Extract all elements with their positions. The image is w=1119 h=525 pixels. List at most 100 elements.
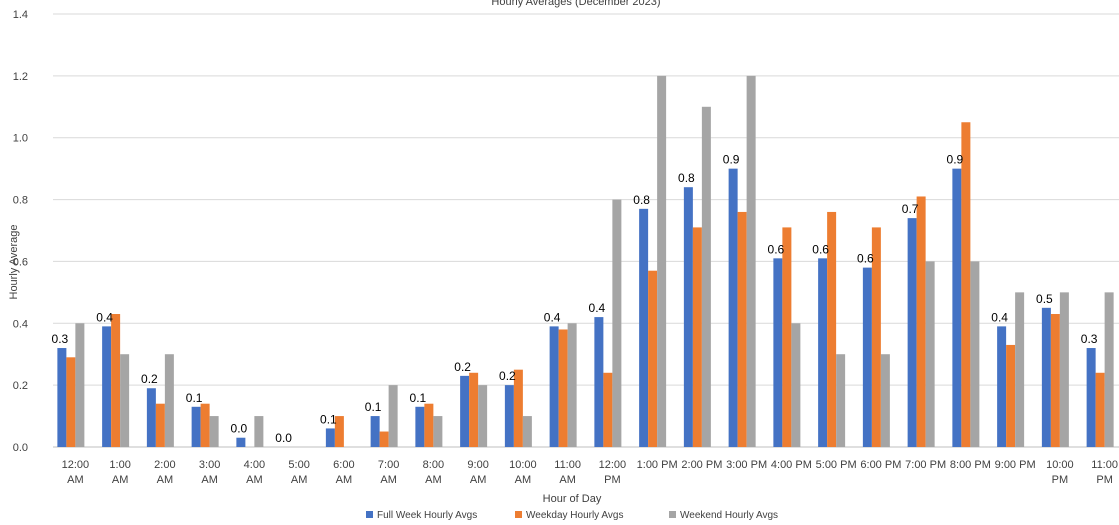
bar — [75, 323, 85, 447]
x-tick-label: 9:00 AM — [467, 459, 488, 486]
bar — [236, 437, 246, 447]
bar — [925, 261, 935, 447]
data-label: 0.5 — [1036, 292, 1053, 306]
bar — [209, 416, 219, 447]
x-tick-label: 8:00 AM — [423, 459, 444, 486]
data-label: 0.8 — [678, 171, 695, 185]
bar — [1006, 344, 1016, 447]
x-tick-label: 7:00 PM — [905, 459, 946, 471]
x-tick-labels: 12:00 AM 1:00 AM 2:00 AM 3:00 AM 4:00 AM 5:00 AM 6:0… — [62, 459, 1118, 486]
bar — [728, 168, 738, 447]
legend-label: Weekend Hourly Avgs — [680, 510, 778, 521]
x-tick-label: 3:00 AM — [199, 459, 220, 486]
bar — [57, 348, 67, 447]
bar — [692, 227, 702, 447]
x-tick-label: 5:00 PM — [816, 459, 857, 471]
bar — [970, 261, 980, 447]
bar — [916, 196, 926, 447]
y-axis-title: Hourly Average — [8, 224, 20, 299]
y-tick-label: 0.8 — [13, 195, 28, 207]
data-label: 0.4 — [96, 310, 113, 324]
bar — [424, 403, 434, 447]
bar — [961, 122, 971, 447]
bar — [997, 326, 1007, 447]
bar — [880, 354, 890, 447]
bar — [120, 354, 130, 447]
x-tick-label: 3:00 PM — [726, 459, 767, 471]
bar — [334, 416, 344, 447]
data-label: 0.2 — [454, 360, 471, 374]
bar — [683, 187, 693, 447]
bar — [1041, 307, 1051, 447]
bar — [388, 385, 398, 447]
bar — [111, 314, 121, 447]
bar — [460, 375, 470, 447]
bar — [737, 211, 747, 447]
bar — [558, 329, 568, 447]
bar — [639, 208, 649, 447]
x-tick-label: 6:00 PM — [860, 459, 901, 471]
y-tick-label: 1.2 — [13, 71, 28, 83]
bar — [478, 385, 488, 447]
bar — [1059, 292, 1069, 447]
gridlines — [53, 13, 1119, 448]
data-label: 0.0 — [231, 422, 248, 436]
x-tick-label: 11:00 AM — [554, 459, 581, 486]
bar — [433, 416, 443, 447]
x-tick-label: 12:00 PM — [599, 459, 627, 486]
y-tick-label: 0.0 — [13, 442, 28, 454]
legend: Full Week Hourly Avgs Weekday Hourly Avgs… — [366, 510, 778, 521]
chart-title: Hourly Averages (December 2023) — [491, 0, 660, 8]
bar — [1050, 314, 1060, 447]
bar — [155, 403, 165, 447]
bar — [504, 385, 514, 447]
data-label: 0.1 — [365, 400, 382, 414]
data-label: 0.6 — [857, 252, 874, 266]
data-label: 0.2 — [141, 372, 158, 386]
bar — [549, 326, 559, 447]
bar — [871, 227, 881, 447]
data-label: 0.1 — [320, 412, 337, 426]
bar — [567, 323, 577, 447]
data-label: 0.0 — [275, 431, 292, 445]
bar — [513, 369, 523, 447]
x-tick-label: 4:00 AM — [244, 459, 265, 486]
y-tick-label: 1.4 — [13, 9, 28, 21]
x-tick-label: 12:00 AM — [62, 459, 90, 486]
bar — [370, 416, 380, 447]
y-tick-labels: 0.0 0.2 0.4 0.6 0.8 1.0 1.2 1.4 — [13, 9, 28, 454]
bar — [522, 416, 532, 447]
data-label: 0.8 — [633, 193, 650, 207]
x-tick-label: 11:00 PM — [1091, 459, 1118, 486]
x-tick-label: 7:00 AM — [378, 459, 399, 486]
bar — [200, 403, 210, 447]
data-label: 0.3 — [52, 332, 69, 346]
data-label: 0.1 — [186, 391, 203, 405]
y-tick-label: 0.6 — [13, 256, 28, 268]
bar — [836, 354, 846, 447]
bar — [952, 168, 962, 447]
bar — [603, 372, 613, 447]
bar — [746, 75, 756, 447]
bar — [146, 388, 156, 447]
y-tick-label: 1.0 — [13, 133, 28, 145]
data-label: 0.4 — [544, 310, 561, 324]
x-tick-label: 10:00 PM — [1046, 459, 1074, 486]
x-tick-label: 2:00 AM — [154, 459, 175, 486]
bar — [325, 428, 335, 447]
bar — [907, 218, 917, 447]
data-label: 0.2 — [499, 369, 516, 383]
bar — [102, 326, 112, 447]
bar — [594, 317, 604, 447]
data-label: 0.6 — [768, 242, 785, 256]
legend-swatch — [669, 511, 676, 518]
bar — [164, 354, 174, 447]
x-tick-label: 9:00 PM — [995, 459, 1036, 471]
bar — [827, 211, 837, 447]
bar — [379, 431, 389, 447]
data-labels: 0.3 0.4 0.2 0.1 0.0 0.0 0.1 0.1 0.1 0.2 0.2 0.4 0.4 0… — [52, 153, 1098, 445]
x-tick-label: 1:00 PM — [637, 459, 678, 471]
data-label: 0.4 — [991, 310, 1008, 324]
bar — [1086, 348, 1096, 447]
